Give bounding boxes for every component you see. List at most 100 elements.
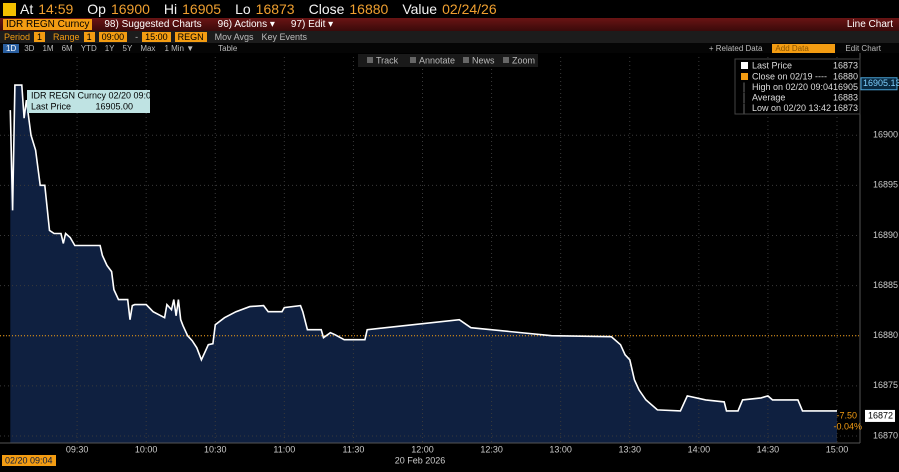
- range[interactable]: 1: [83, 32, 95, 42]
- tooltip: [27, 90, 150, 113]
- y-tick-label: 16880: [873, 330, 898, 340]
- range-start[interactable]: 09:00: [98, 32, 128, 42]
- menu-button[interactable]: 96) Actions ▾: [217, 19, 275, 30]
- field-label: Op: [87, 1, 106, 17]
- x-tick-label: 12:30: [480, 444, 503, 454]
- legend-value: 16905: [833, 82, 858, 92]
- chart-tool[interactable]: News: [472, 55, 495, 65]
- cursor-time-box: [2, 455, 56, 466]
- legend: [734, 58, 861, 115]
- field-value: 16900: [110, 1, 150, 17]
- legend-value: 16873: [833, 60, 858, 70]
- table[interactable]: Table: [218, 43, 238, 53]
- chart-type[interactable]: Line Chart: [846, 19, 893, 30]
- field-label: Hi: [163, 1, 178, 17]
- x-tick-label: 14:30: [757, 444, 780, 454]
- high-marker: 16905.13: [863, 78, 899, 88]
- x-tick-label: 14:00: [688, 444, 711, 454]
- legend-sample: ----: [815, 71, 827, 81]
- x-axis-date: 20 Feb 2026: [395, 455, 446, 465]
- legend-label: Last Price: [752, 60, 792, 70]
- edit-chart[interactable]: Edit Chart: [845, 43, 881, 53]
- field-value: 02/24/26: [442, 1, 497, 17]
- field-value: 16873: [255, 1, 295, 17]
- cursor-time: 02/20 09:04: [5, 455, 53, 465]
- area-fill: [10, 85, 838, 443]
- price-line: [9, 84, 837, 412]
- source[interactable]: REGN: [174, 32, 207, 42]
- y-tick-label: 16875: [873, 380, 898, 390]
- period-button[interactable]: 5Y: [122, 43, 133, 53]
- field-label: Value: [402, 1, 438, 17]
- legend-value: 16880: [833, 71, 858, 81]
- field-label: Lo: [235, 1, 251, 17]
- legend-label: Close on 02/19: [752, 71, 813, 81]
- period-label: Period: [4, 32, 31, 42]
- period-button[interactable]: 1D: [3, 43, 20, 53]
- period-button[interactable]: 6M: [61, 43, 73, 53]
- field-value: 14:59: [38, 1, 74, 17]
- field-label: At: [20, 1, 34, 17]
- ticker[interactable]: IDR REGN Curncy: [3, 19, 93, 30]
- change: -7.50: [836, 410, 857, 420]
- interval[interactable]: 1 Min ▼: [164, 43, 195, 53]
- last-marker-box: [865, 409, 895, 422]
- last-marker: 16872: [868, 410, 893, 420]
- x-tick-label: 13:00: [549, 444, 572, 454]
- add-data[interactable]: Add Data: [772, 43, 836, 53]
- tooltip-value: 16905.00: [95, 101, 133, 111]
- mov-avgs[interactable]: Mov Avgs: [214, 32, 254, 42]
- key-events[interactable]: Key Events: [261, 32, 308, 42]
- period[interactable]: 1: [34, 32, 46, 42]
- x-tick-label: 11:30: [342, 444, 364, 454]
- period-button[interactable]: Max: [140, 43, 156, 53]
- menu-buttons: 98) Suggested Charts 96) Actions ▾ 97) Edi…: [96, 19, 847, 30]
- legend-value: 16883: [833, 92, 858, 102]
- legend-value: 16873: [833, 103, 858, 113]
- range-end[interactable]: 15:00: [142, 32, 171, 42]
- periods: 1D 3D 1M 6M YTD 1Y 5Y Max: [3, 43, 160, 53]
- legend-swatch: [741, 62, 748, 69]
- range-label: Range: [53, 32, 80, 42]
- menu-bar: IDR REGN Curncy 98) Suggested Charts 96) A…: [0, 18, 899, 31]
- legend-label: Low on 02/20 13:42: [752, 103, 831, 113]
- chart-tool[interactable]: Track: [376, 55, 399, 65]
- period-button[interactable]: 1Y: [104, 43, 115, 53]
- tool-icon: [410, 57, 416, 63]
- x-tick-label: 11:00: [273, 444, 295, 454]
- period-button[interactable]: YTD: [80, 43, 97, 53]
- x-tick-label: 10:00: [135, 444, 158, 454]
- tool-icon: [503, 57, 509, 63]
- field-value: 16905: [182, 1, 222, 17]
- y-tick-label: 16890: [873, 230, 898, 240]
- chart-tool[interactable]: Zoom: [512, 55, 535, 65]
- y-tick-label: 16885: [873, 280, 898, 290]
- x-tick-label: 10:30: [204, 444, 227, 454]
- related-data[interactable]: + Related Data: [708, 43, 763, 53]
- x-tick-label: 12:00: [411, 444, 434, 454]
- separator: -: [135, 32, 139, 42]
- y-tick-label: 16900: [873, 130, 898, 140]
- field-label: Close: [308, 1, 345, 17]
- legend-label: Average: [752, 92, 785, 102]
- menu-button[interactable]: 98) Suggested Charts: [104, 19, 202, 30]
- change-pct: -0.04%: [833, 421, 862, 431]
- chart-toolbar: [358, 54, 538, 67]
- legend-label: High on 02/20 09:04: [752, 82, 833, 92]
- chart-tool[interactable]: Annotate: [419, 55, 455, 65]
- field-value: 16880: [349, 1, 389, 17]
- period-button[interactable]: 1M: [42, 43, 54, 53]
- quote-bar: At 14:59 Op 16900 Hi 16905 Lo 16873 Close 16880 Va…: [0, 0, 899, 18]
- x-tick-label: 09:30: [66, 444, 89, 454]
- x-tick-label: 15:00: [826, 444, 849, 454]
- menu-button[interactable]: 97) Edit ▾: [290, 19, 334, 30]
- tool-icon: [463, 57, 469, 63]
- icon: [3, 2, 16, 16]
- period-button[interactable]: 3D: [24, 43, 35, 53]
- settings-bar: Period 1 Range 1 09:00-15:00 REGN Mov Avgs Key …: [0, 31, 899, 43]
- tooltip-label: Last Price: [31, 101, 71, 111]
- y-tick-label: 16870: [873, 430, 898, 440]
- x-tick-label: 13:30: [618, 444, 641, 454]
- tooltip-title: IDR REGN Curncy 02/20 09:05: [31, 90, 156, 100]
